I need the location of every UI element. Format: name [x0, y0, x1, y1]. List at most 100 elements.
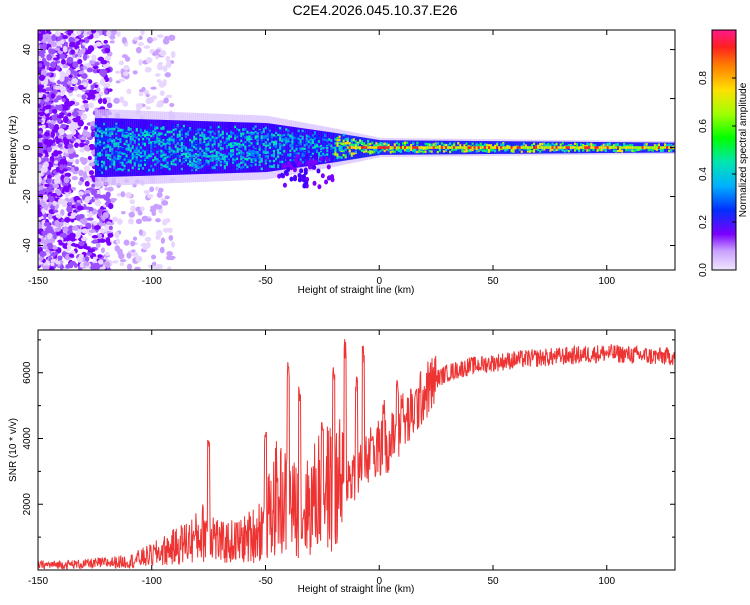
heatmap-cell: [60, 123, 67, 129]
heatmap-cell: [149, 186, 155, 193]
heatmap-cell: [50, 93, 56, 99]
heatmap-cell: [140, 206, 145, 212]
heatmap-cell: [114, 231, 120, 239]
heatmap-cell: [135, 218, 143, 224]
heatmap-cell: [158, 264, 163, 270]
heatmap-cell: [56, 114, 64, 119]
heatmap-cell: [171, 241, 176, 248]
heatmap-cell: [105, 82, 111, 88]
heatmap-cell: [45, 87, 52, 92]
heatmap-cell: [60, 174, 65, 179]
heatmap-cell: [46, 72, 52, 77]
heatmap-cell: [118, 60, 124, 66]
heatmap-cell: [163, 97, 169, 104]
heatmap-cell: [156, 191, 163, 198]
heatmap-cell: [38, 211, 43, 218]
heatmap-cell: [79, 148, 85, 153]
heatmap-cell: [44, 112, 50, 118]
heatmap-cell: [55, 213, 63, 219]
heatmap-cell: [38, 33, 43, 38]
heatmap-cell: [38, 261, 43, 265]
heatmap-cell: [145, 217, 152, 222]
heatmap-cell: [42, 265, 50, 270]
heatmap-cell: [51, 114, 59, 121]
heatmap-cell: [67, 163, 73, 167]
heatmap-cell: [58, 242, 65, 246]
heatmap-cell: [105, 261, 111, 269]
heatmap-cell: [165, 94, 173, 98]
heatmap-cell: [44, 183, 50, 187]
heatmap-cell: [68, 159, 75, 163]
heatmap-cell: [141, 86, 146, 92]
heatmap-cell: [86, 67, 94, 73]
heatmap-cell: [161, 200, 169, 206]
heatmap-cell: [49, 155, 55, 162]
heatmap-cell: [106, 30, 112, 37]
heatmap-cell: [80, 114, 88, 120]
heatmap-cell: [109, 34, 116, 40]
heatmap-cell: [39, 251, 47, 257]
heatmap-cell: [94, 93, 100, 101]
heatmap-cell: [88, 162, 96, 167]
heatmap-cell: [43, 138, 50, 145]
heatmap-cell: [159, 90, 165, 96]
heatmap-cell: [98, 259, 104, 265]
heatmap-cell: [123, 239, 130, 246]
heatmap-cell: [72, 61, 79, 68]
heatmap-cell: [88, 248, 96, 253]
heatmap-cell: [81, 228, 89, 234]
spectrogram-heatmap: [38, 30, 675, 270]
heatmap-cell: [74, 166, 79, 172]
heatmap-cell: [108, 76, 113, 83]
heatmap-cell: [165, 61, 172, 68]
heatmap-cell: [159, 246, 165, 254]
heatmap-cell: [88, 170, 95, 176]
heatmap-cell: [54, 178, 61, 185]
heatmap-cell: [97, 254, 103, 258]
heatmap-cell: [145, 93, 150, 98]
heatmap-cell: [164, 35, 170, 41]
heatmap-cell: [38, 74, 45, 81]
heatmap-cell: [106, 96, 111, 104]
heatmap-cell: [118, 252, 125, 260]
heatmap-cell: [82, 99, 89, 104]
heatmap-cell: [54, 227, 62, 232]
heatmap-cell: [57, 128, 65, 134]
heatmap-cell: [78, 169, 84, 177]
heatmap-cell: [42, 148, 48, 154]
heatmap-cell: [165, 56, 171, 63]
heatmap-cell: [41, 230, 48, 235]
heatmap-cell: [145, 57, 153, 64]
heatmap-cell: [95, 41, 102, 47]
heatmap-cell: [44, 131, 50, 137]
heatmap-cell: [38, 238, 42, 243]
heatmap-cell: [47, 174, 52, 179]
heatmap-cell: [124, 56, 131, 62]
heatmap-cell: [85, 177, 92, 182]
heatmap-cell: [64, 172, 72, 178]
heatmap-cell: [84, 180, 90, 187]
heatmap-cell: [157, 63, 163, 68]
heatmap-cell: [167, 266, 172, 270]
heatmap-cell: [38, 224, 43, 229]
heatmap-cell: [72, 170, 78, 175]
heatmap-cell: [111, 216, 119, 222]
heatmap-cell: [70, 33, 76, 38]
heatmap-cell: [145, 241, 151, 249]
heatmap-cell: [90, 188, 98, 196]
heatmap-cell: [70, 49, 75, 55]
heatmap-cell: [54, 183, 60, 189]
heatmap-cell: [66, 134, 73, 140]
heatmap-cell: [89, 121, 97, 128]
heatmap-cell: [43, 161, 49, 168]
heatmap-cell: [68, 262, 74, 269]
heatmap-cell: [70, 137, 77, 142]
heatmap-cell: [66, 243, 72, 250]
heatmap-cell: [117, 218, 123, 225]
heatmap-cell: [164, 72, 172, 78]
heatmap-cell: [132, 236, 138, 241]
heatmap-cell: [79, 262, 85, 268]
heatmap-cell: [92, 260, 98, 264]
heatmap-cell: [59, 71, 66, 77]
heatmap-cell: [74, 232, 81, 239]
